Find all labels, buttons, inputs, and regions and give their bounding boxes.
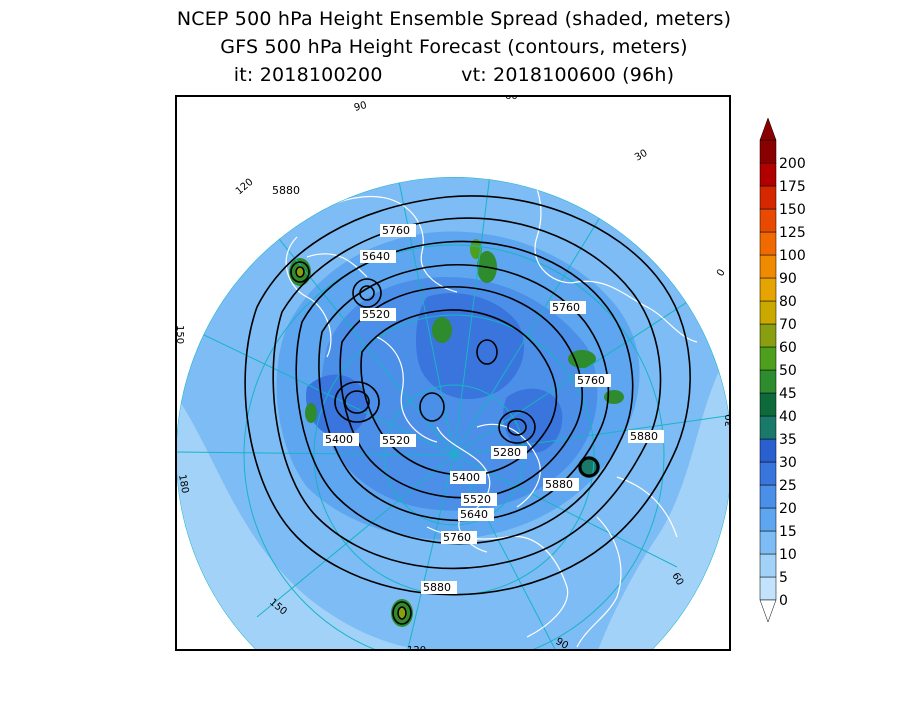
colorbar-max-arrow — [759, 117, 777, 141]
height-contours — [244, 195, 691, 625]
spread-peak — [470, 239, 482, 259]
colorbar-label: 70 — [779, 317, 797, 333]
colorbar-label: 20 — [779, 501, 797, 517]
colorbar-swatch — [759, 254, 777, 279]
longitude-label: 180 — [177, 474, 190, 495]
svg-text:5280: 5280 — [493, 446, 521, 459]
map-labels: 6030030609012015018015012090588057605640… — [177, 97, 731, 651]
colorbar-label: 200 — [779, 156, 806, 172]
spread-low-region — [597, 347, 729, 649]
colorbar-min-arrow — [759, 599, 777, 623]
longitude-label: 0 — [715, 267, 728, 278]
svg-text:5760: 5760 — [443, 531, 471, 544]
contour-label: 5760 — [380, 224, 416, 237]
longitude-label: 120 — [407, 645, 426, 651]
contour-label: 5880 — [543, 478, 579, 491]
colorbar-label: 15 — [779, 524, 797, 540]
colorbar-label: 90 — [779, 271, 797, 287]
title-line-2: GFS 500 hPa Height Forecast (contours, m… — [220, 36, 688, 58]
longitude-label: 150 — [177, 325, 185, 344]
spread-peak — [568, 350, 596, 368]
contour-label: 5880 — [270, 184, 306, 197]
colorbar-label: 50 — [779, 363, 797, 379]
longitude-label: 30 — [724, 414, 731, 427]
colorbar-swatch — [759, 392, 777, 417]
colorbar-label: 25 — [779, 478, 797, 494]
colorbar-swatch — [759, 369, 777, 394]
colorbar-label: 5 — [779, 570, 788, 586]
svg-text:5520: 5520 — [362, 308, 390, 321]
contour-label: 5640 — [360, 250, 396, 263]
colorbar-swatch — [759, 415, 777, 440]
colorbar-swatch — [759, 208, 777, 233]
longitude-label: 90 — [353, 100, 368, 114]
contour-label: 5520 — [380, 434, 416, 447]
colorbar-label: 35 — [779, 432, 797, 448]
colorbar-label: 100 — [779, 248, 806, 264]
colorbar-swatch — [759, 530, 777, 555]
colorbar-label: 125 — [779, 225, 806, 241]
colorbar-swatch — [759, 323, 777, 348]
longitude-label: 60 — [505, 97, 518, 102]
colorbar-swatch — [759, 484, 777, 509]
contour-label: 5640 — [458, 508, 494, 521]
colorbar-swatch — [759, 553, 777, 578]
svg-text:5880: 5880 — [423, 581, 451, 594]
svg-text:5760: 5760 — [382, 224, 410, 237]
colorbar-swatch — [759, 300, 777, 325]
colorbar-swatch — [759, 277, 777, 302]
map-frame: 6030030609012015018015012090588057605640… — [175, 95, 731, 651]
spread-peak — [432, 317, 452, 343]
init-time-label: it: 2018100200 — [233, 64, 383, 86]
svg-text:5760: 5760 — [552, 301, 580, 314]
outside-mask — [177, 97, 729, 649]
contour-label: 5280 — [491, 446, 527, 459]
colorbar-swatch — [759, 231, 777, 256]
svg-text:5520: 5520 — [463, 493, 491, 506]
svg-text:5400: 5400 — [325, 433, 353, 446]
contour-label: 5400 — [323, 433, 359, 446]
contour-label: 5400 — [450, 471, 486, 484]
svg-text:5880: 5880 — [545, 478, 573, 491]
spread-peak — [295, 266, 305, 278]
colorbar-label: 40 — [779, 409, 797, 425]
colorbar-label: 30 — [779, 455, 797, 471]
spread-peak — [305, 403, 317, 423]
colorbar-label: 60 — [779, 340, 797, 356]
svg-text:5640: 5640 — [362, 250, 390, 263]
contour-label: 5760 — [550, 301, 586, 314]
colorbar-swatch — [759, 139, 777, 164]
colorbar-swatch — [759, 185, 777, 210]
colorbar-swatch — [759, 461, 777, 486]
svg-text:5520: 5520 — [382, 434, 410, 447]
colorbar-swatch — [759, 438, 777, 463]
title-line-3: it: 2018100200 vt: 2018100600 (96h) — [0, 64, 908, 86]
colorbar-label: 80 — [779, 294, 797, 310]
colorbar-swatch — [759, 346, 777, 371]
colorbar-label: 10 — [779, 547, 797, 563]
colorbar-swatch — [759, 576, 777, 601]
contour-label: 5880 — [628, 430, 664, 443]
contour-label: 5520 — [360, 308, 396, 321]
contour-label: 5760 — [575, 374, 611, 387]
title-line-1: NCEP 500 hPa Height Ensemble Spread (sha… — [176, 8, 732, 30]
svg-text:5880: 5880 — [272, 184, 300, 197]
colorbar-label: 150 — [779, 202, 806, 218]
longitude-label: 90 — [554, 636, 571, 651]
svg-text:5880: 5880 — [630, 430, 658, 443]
contour-label: 5520 — [461, 493, 497, 506]
colorbar-label: 175 — [779, 179, 806, 195]
valid-time-label: vt: 2018100600 (96h) — [461, 64, 675, 86]
colorbar-label: 45 — [779, 386, 797, 402]
colorbar-swatch — [759, 162, 777, 187]
svg-text:5760: 5760 — [577, 374, 605, 387]
contour-label: 5880 — [421, 581, 457, 594]
svg-text:5640: 5640 — [460, 508, 488, 521]
colorbar-swatch — [759, 507, 777, 532]
svg-text:5400: 5400 — [452, 471, 480, 484]
spread-low-region — [177, 397, 457, 649]
colorbar-label: 0 — [779, 593, 788, 609]
contour-label: 5760 — [441, 531, 477, 544]
